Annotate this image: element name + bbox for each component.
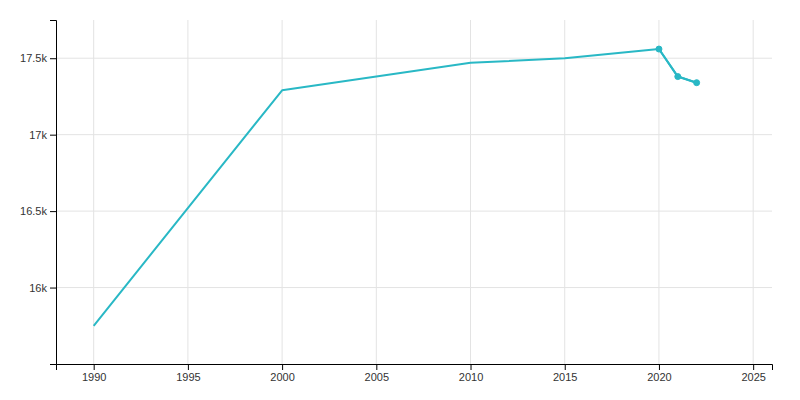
line [659,49,697,83]
marker [694,80,700,86]
x-tick-label: 1995 [176,371,200,383]
y-tick-label: 16k [29,282,47,294]
x-axis: 1990 1995 2000 2005 2010 2015 2020 2025 [57,364,773,383]
x-tick-mark [753,364,754,370]
plot-area [94,46,700,326]
series [94,49,697,326]
line [94,49,697,326]
y-tick: 17.5k [20,52,56,64]
x-tick: 2020 [647,364,671,383]
y-tick-label: 16.5k [20,205,47,217]
x-grid-line [753,20,754,364]
x-tick-label: 2015 [553,371,577,383]
y-tick-mark [50,58,56,59]
y-tick-mark [50,135,56,136]
x-tick-mark [94,364,95,370]
x-grid-line [658,20,659,364]
x-grid-line [93,20,94,364]
y-tick-mark [50,288,56,289]
x-grid-line [564,20,565,364]
x-tick-label: 2025 [741,371,765,383]
series [656,46,700,86]
grid [56,20,772,364]
x-tick: 2025 [741,364,765,383]
x-tick: 1990 [82,364,106,383]
x-tick-label: 2005 [365,371,389,383]
x-tick-mark [188,364,189,370]
x-tick: 2000 [270,364,294,383]
x-tick: 2010 [459,364,483,383]
y-tick: 16.5k [20,205,56,217]
x-tick-mark [565,364,566,370]
marker [656,46,662,52]
x-tick: 2005 [365,364,389,383]
y-grid-line [56,134,772,135]
y-axis-line [50,21,57,365]
y-tick: 17k [29,129,56,141]
marker [675,74,681,80]
y-tick-label: 17.5k [20,52,47,64]
x-tick-mark [282,364,283,370]
x-grid-line [187,20,188,364]
x-tick-label: 2000 [270,371,294,383]
x-tick: 1995 [176,364,200,383]
y-tick: 16k [29,282,56,294]
y-tick-mark [50,211,56,212]
chart: 1990 1995 2000 2005 2010 2015 2020 2025 16k 16.5k… [0,0,800,400]
x-grid-line [376,20,377,364]
y-tick-label: 17k [29,129,47,141]
x-tick-mark [376,364,377,370]
y-axis: 16k 16.5k 17k 17.5k [20,21,56,365]
x-tick-label: 2020 [647,371,671,383]
x-tick-mark [659,364,660,370]
x-grid-line [470,20,471,364]
x-grid-line [282,20,283,364]
chart-container: 1990 1995 2000 2005 2010 2015 2020 2025 16k 16.5k… [0,0,800,400]
y-grid-line [56,287,772,288]
x-tick-mark [471,364,472,370]
x-tick-label: 2010 [459,371,483,383]
x-tick: 2015 [553,364,577,383]
y-grid-line [56,211,772,212]
x-axis-line [57,365,773,371]
x-tick-label: 1990 [82,371,106,383]
